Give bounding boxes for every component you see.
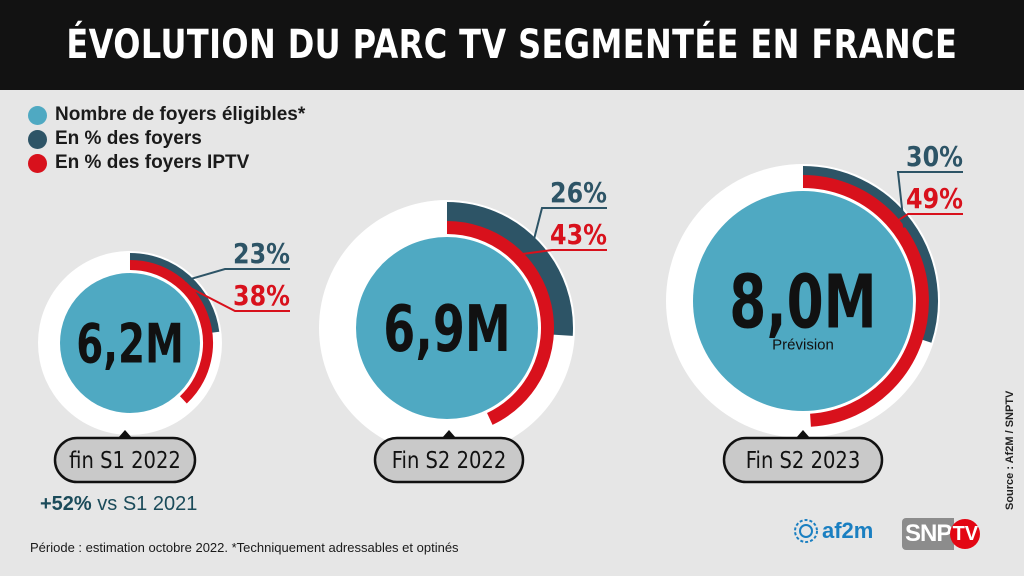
legend-label: Nombre de foyers éligibles* [55,104,306,125]
period-pointer [118,430,132,438]
legend: Nombre de foyers éligibles* En % des foy… [28,103,305,175]
period-pill [53,436,197,484]
snptv-logo-tv: TV [950,519,981,549]
leader-line-pct-iptv [893,213,963,225]
af2m-logo-icon [794,519,818,543]
chart-title: ÉVOLUTION DU PARC TV SEGMENTÉE EN FRANCE [66,22,958,68]
af2m-logo-text: af2m [822,518,874,543]
donut-group-2: 6,9M 26% 43% Fin S2 2022 [319,177,607,484]
period-label: fin S1 2022 [69,448,181,475]
legend-dot-cyan [28,105,47,125]
leader-line-pct-households [530,207,607,249]
pct-iptv-label: 38% [233,280,290,312]
forecast-label: Prévision [772,337,834,354]
arc-pct-iptv [129,260,213,404]
period-pointer [442,430,456,438]
comparison-note: +52% vs S1 2021 [40,493,197,516]
leader-line-pct-households [184,268,290,282]
pct-iptv-label: 49% [906,183,963,215]
legend-item-iptv-pct: En % des foyers IPTV [28,151,305,175]
comparison-value: +52% [40,493,92,515]
footnote: Période : estimation octobre 2022. *Tech… [30,540,459,555]
period-label: Fin S2 2023 [746,448,861,475]
period-pill [373,436,525,484]
legend-dot-red [28,153,47,173]
leader-line-pct-iptv [515,249,607,256]
value-label: 6,9M [383,293,510,368]
disc-households-eligible [60,273,200,413]
arc-pct-iptv [802,175,929,427]
legend-item-households-pct: En % des foyers [28,127,305,151]
source-note: Source : Af2M / SNPTV [1004,390,1016,510]
donut-group-1: 6,2M 23% 38% fin S1 2022 [38,238,290,484]
period-label: Fin S2 2022 [392,448,507,475]
arc-pct-iptv [446,221,554,425]
pct-households-label: 23% [233,238,290,270]
legend-dot-teal [28,129,47,149]
pct-households-label: 30% [906,141,963,173]
pct-iptv-label: 43% [550,219,607,251]
disc-households-eligible [356,237,538,419]
legend-item-households-eligible: Nombre de foyers éligibles* [28,103,305,127]
snptv-logo-snp: SNP [902,518,955,550]
value-label: 6,2M [76,313,184,376]
pct-households-label: 26% [550,177,607,209]
legend-label: En % des foyers IPTV [55,152,250,173]
arc-pct-households [446,202,573,336]
comparison-text: vs S1 2021 [91,493,198,515]
title-bar: ÉVOLUTION DU PARC TV SEGMENTÉE EN FRANCE [0,0,1024,90]
disc-households-eligible [693,191,913,411]
period-pointer [796,430,810,438]
leader-line-pct-households [896,171,963,228]
leader-line-pct-iptv [177,280,290,312]
legend-label: En % des foyers [55,128,202,149]
period-pill [722,436,884,484]
snptv-logo: SNP TV [902,518,981,550]
af2m-logo: af2m [793,518,873,544]
value-label: 8,0M [729,260,876,346]
